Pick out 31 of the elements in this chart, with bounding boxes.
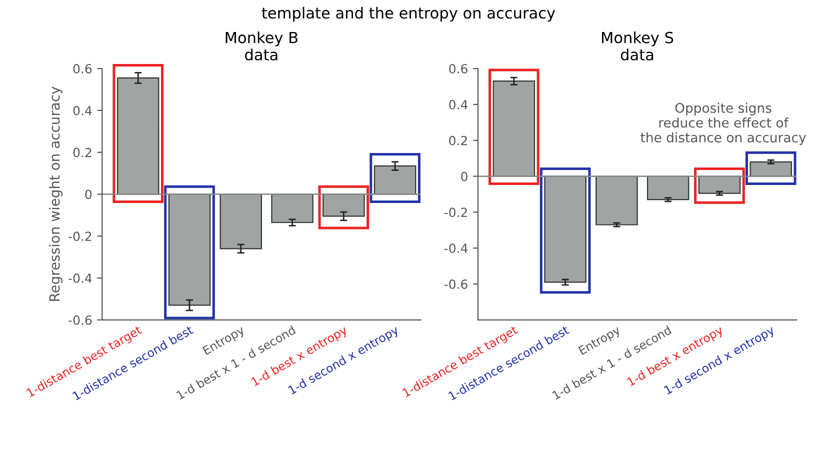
y-tick-label: -0.6 [68,315,92,325]
y-axis-title: Regression wieght on accuracy [49,86,62,301]
bar [374,165,416,195]
y-tick-label: 0.2 [449,136,467,146]
bar [220,194,262,250]
annotation: Opposite signs reduce the effect of the distance on accuracy [640,102,806,146]
y-tick-label: -0.2 [68,232,92,242]
y-tick-label: -0.2 [444,208,467,218]
y-tick-label: -0.4 [68,273,92,283]
y-tick-label: 0.4 [449,100,468,110]
y-tick-label: 0 [85,190,92,200]
y-tick-label: -0.6 [444,279,468,289]
chart-title: Monkey S data [602,32,674,60]
bar [698,176,741,194]
text: template and the entropy on accuracy [262,6,556,22]
y-tick-label: 0.6 [449,64,468,74]
bar [168,194,211,306]
bar [544,176,586,283]
y-tick-label: 0.2 [73,148,92,158]
bar [116,77,160,195]
bar [322,194,365,217]
y-tick-label: 0.6 [73,64,92,74]
bar [750,161,792,177]
y-tick-label: -0.4 [444,244,468,254]
bar [492,80,536,177]
bar [596,176,638,226]
bar [646,176,690,200]
y-tick-label: 0.4 [73,106,92,116]
chart-title: Monkey B data [226,32,298,60]
bar [271,194,314,224]
y-tick-label: 0 [461,172,468,182]
